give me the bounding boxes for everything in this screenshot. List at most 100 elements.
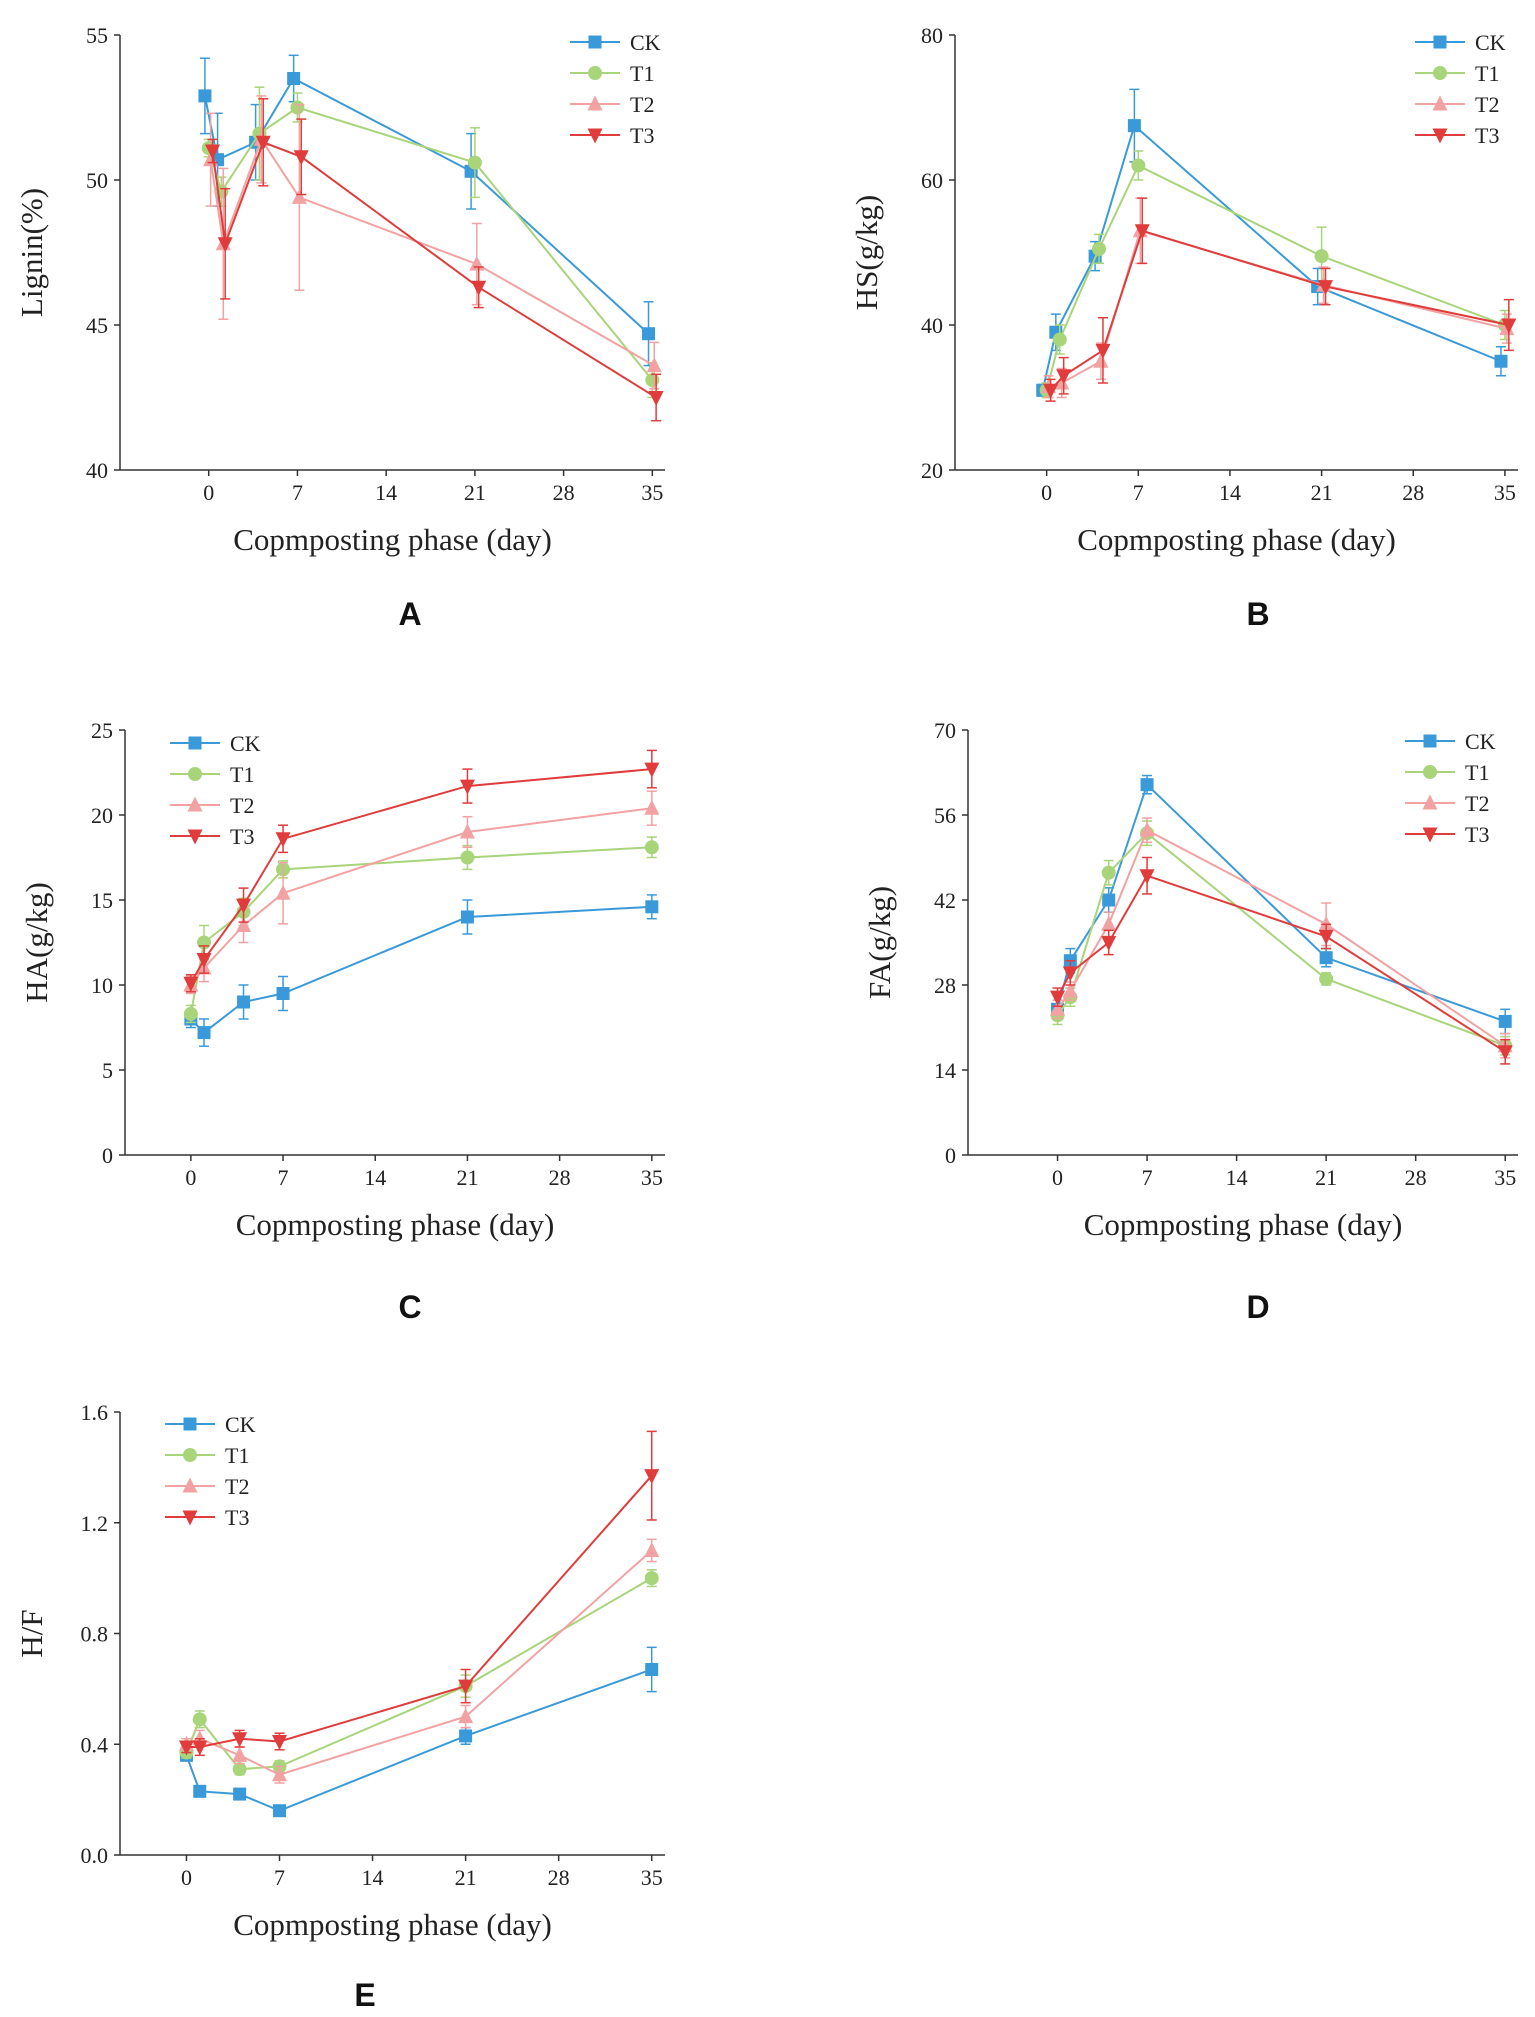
y-tick-label: 14 <box>934 1058 956 1083</box>
data-point-t3 <box>275 832 291 848</box>
data-point-t2 <box>275 884 291 900</box>
y-tick-label: 28 <box>934 973 956 998</box>
data-point-t3 <box>1139 869 1155 885</box>
series-line-t1 <box>189 846 652 1015</box>
y-tick-label: 0 <box>102 1143 113 1168</box>
data-point-ck <box>198 89 212 103</box>
legend-label-t3: T3 <box>230 824 254 849</box>
x-axis-title: Copmposting phase (day) <box>233 1907 552 1942</box>
legend-marker-t1 <box>188 767 202 781</box>
y-axis-title: HA(g/kg) <box>19 882 54 1003</box>
chart-panel-e: 0.0 0.4 0.8 1.2 1.6 0 7 14 21 28 35 Copmposting pha… <box>14 1400 665 2013</box>
x-tick-label: 35 <box>641 480 663 505</box>
data-point-t3 <box>217 237 233 253</box>
series-t3 <box>1043 197 1517 402</box>
x-tick-label: 14 <box>364 1165 386 1190</box>
y-tick-label: 55 <box>86 23 108 48</box>
data-point-ck <box>1498 1014 1512 1028</box>
y-tick-label: 1.6 <box>81 1400 109 1425</box>
legend-marker-ck <box>1423 734 1437 748</box>
series-t3 <box>1050 856 1513 1065</box>
series-line-t3 <box>1056 874 1506 1053</box>
series-ck <box>1051 774 1512 1035</box>
data-point-ck <box>1127 119 1141 133</box>
x-tick-label: 21 <box>1315 1165 1337 1190</box>
series-t2 <box>1041 197 1515 399</box>
y-tick-label: 20 <box>91 803 113 828</box>
y-tick-label: 0.8 <box>81 1622 109 1647</box>
legend-marker-t1 <box>183 1448 197 1462</box>
panel-label: E <box>354 1977 375 2013</box>
data-point-ck <box>197 1026 211 1040</box>
chart-panel-a: 40 45 50 55 0 7 14 21 28 35 Copmposting phase (day… <box>14 23 665 632</box>
data-point-t1 <box>1319 971 1334 986</box>
data-point-t3 <box>196 953 212 968</box>
x-tick-label: 21 <box>455 1865 477 1890</box>
data-point-t3 <box>255 135 271 151</box>
data-point-t2 <box>1101 915 1117 931</box>
y-tick-label: 40 <box>921 313 943 338</box>
data-point-t1 <box>1131 158 1146 173</box>
y-tick-label: 0.4 <box>81 1732 109 1757</box>
series-t2 <box>183 790 660 995</box>
y-tick-label: 1.2 <box>81 1511 109 1536</box>
data-point-t2 <box>458 1708 474 1724</box>
data-point-t3 <box>1318 929 1334 945</box>
data-point-ck <box>233 1787 247 1801</box>
y-tick-label: 0 <box>945 1143 956 1168</box>
data-point-t1 <box>1092 241 1107 256</box>
y-tick-label: 10 <box>91 973 113 998</box>
panel-label: B <box>1246 596 1269 632</box>
data-point-ck <box>459 1729 473 1743</box>
series-line-ck <box>1041 123 1502 391</box>
data-point-t3 <box>183 976 199 992</box>
x-tick-label: 7 <box>1133 480 1144 505</box>
data-point-t2 <box>1050 1000 1066 1016</box>
data-point-t2 <box>1139 821 1155 837</box>
y-tick-label: 56 <box>934 803 956 828</box>
x-tick-label: 21 <box>464 480 486 505</box>
data-point-t3 <box>1095 343 1111 359</box>
data-point-t3 <box>293 150 309 166</box>
x-axis-title: Copmposting phase (day) <box>233 522 552 557</box>
legend-label-t2: T2 <box>1465 791 1489 816</box>
series-t1 <box>183 836 659 1024</box>
legend-label-t1: T1 <box>630 61 654 86</box>
data-point-ck <box>1102 893 1116 907</box>
data-point-t1 <box>192 1712 207 1727</box>
series-line-ck <box>1056 782 1506 1023</box>
data-point-t1 <box>644 840 659 855</box>
series-ck <box>184 894 659 1047</box>
y-tick-label: 50 <box>86 168 108 193</box>
data-point-ck <box>460 910 474 924</box>
data-point-ck <box>193 1784 207 1798</box>
data-point-t2 <box>1062 982 1078 998</box>
legend-marker-t3 <box>587 128 603 144</box>
data-point-t2 <box>1093 352 1109 368</box>
series-ck <box>198 54 656 367</box>
legend-label-t1: T1 <box>1465 760 1489 785</box>
y-tick-label: 40 <box>86 458 108 483</box>
data-point-t1 <box>290 100 305 115</box>
data-point-t2 <box>644 799 660 815</box>
x-tick-label: 28 <box>548 1865 570 1890</box>
panel-label: D <box>1246 1289 1269 1325</box>
data-point-t2 <box>236 917 252 932</box>
series-line-t1 <box>1045 164 1506 391</box>
series-line-t2 <box>209 137 655 367</box>
data-point-t1 <box>232 1762 247 1777</box>
data-point-t3 <box>205 144 221 160</box>
series-line-t2 <box>1056 828 1506 1047</box>
legend: CK T1 T2 T3 <box>170 731 261 849</box>
y-tick-label: 60 <box>921 168 943 193</box>
data-point-t2 <box>232 1746 248 1762</box>
data-point-t1 <box>1052 332 1067 347</box>
series-line-ck <box>190 905 652 1034</box>
legend-marker-t3 <box>1422 827 1438 843</box>
legend-marker-t2 <box>182 1477 198 1493</box>
x-tick-label: 35 <box>1494 1165 1516 1190</box>
x-tick-label: 28 <box>553 480 575 505</box>
data-point-t3 <box>1101 936 1117 951</box>
x-tick-label: 14 <box>1226 1165 1248 1190</box>
data-point-t2 <box>291 188 307 204</box>
